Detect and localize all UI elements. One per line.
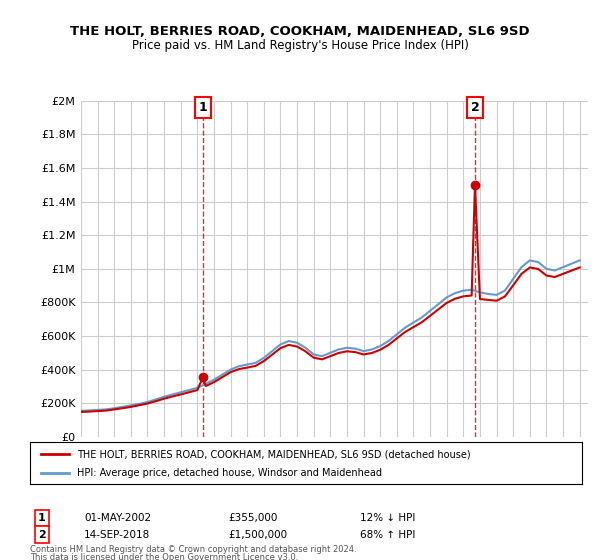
Text: £1,500,000: £1,500,000 (228, 530, 287, 540)
Text: 1: 1 (38, 513, 46, 523)
Text: 01-MAY-2002: 01-MAY-2002 (84, 513, 151, 523)
Text: 68% ↑ HPI: 68% ↑ HPI (360, 530, 415, 540)
Text: THE HOLT, BERRIES ROAD, COOKHAM, MAIDENHEAD, SL6 9SD: THE HOLT, BERRIES ROAD, COOKHAM, MAIDENH… (70, 25, 530, 38)
Text: This data is licensed under the Open Government Licence v3.0.: This data is licensed under the Open Gov… (30, 553, 298, 560)
Text: Price paid vs. HM Land Registry's House Price Index (HPI): Price paid vs. HM Land Registry's House … (131, 39, 469, 52)
Text: £355,000: £355,000 (228, 513, 277, 523)
Text: Contains HM Land Registry data © Crown copyright and database right 2024.: Contains HM Land Registry data © Crown c… (30, 545, 356, 554)
Text: 12% ↓ HPI: 12% ↓ HPI (360, 513, 415, 523)
Text: 1: 1 (199, 101, 207, 114)
Text: HPI: Average price, detached house, Windsor and Maidenhead: HPI: Average price, detached house, Wind… (77, 468, 382, 478)
Text: 2: 2 (470, 101, 479, 114)
Text: 14-SEP-2018: 14-SEP-2018 (84, 530, 150, 540)
Text: THE HOLT, BERRIES ROAD, COOKHAM, MAIDENHEAD, SL6 9SD (detached house): THE HOLT, BERRIES ROAD, COOKHAM, MAIDENH… (77, 449, 470, 459)
Text: 2: 2 (38, 530, 46, 540)
